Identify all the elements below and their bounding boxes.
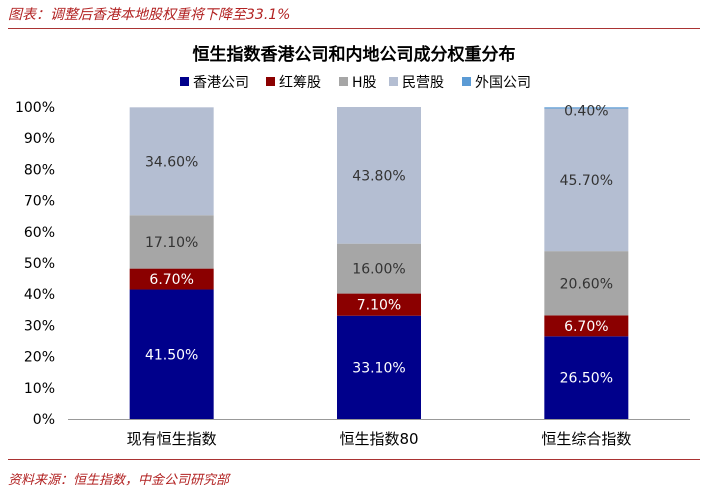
legend-swatch	[389, 77, 398, 86]
y-tick-label: 60%	[24, 225, 55, 241]
data-label: 20.60%	[560, 276, 613, 292]
y-tick-label: 10%	[24, 381, 55, 397]
chart-legend: 香港公司 红筹股 H股 民营股 外国公司	[180, 74, 531, 91]
bar-segment	[129, 289, 214, 419]
data-label: 41.50%	[145, 347, 198, 363]
bar-segment	[337, 243, 421, 294]
y-tick-label: 100%	[15, 100, 55, 116]
data-label: 6.70%	[564, 319, 608, 335]
y-tick-label: 30%	[24, 318, 55, 334]
stacked-bar-chart: 恒生指数香港公司和内地公司成分权重分布 香港公司 红筹股 H股 民营股 外国公司 0% 1…	[15, 44, 690, 448]
legend-swatch	[266, 77, 275, 86]
bar-segment	[129, 107, 214, 216]
y-tick-label: 50%	[24, 256, 55, 272]
data-label: 0.40%	[564, 103, 608, 119]
data-label: 33.10%	[352, 360, 405, 376]
source-note: 资料来源：恒生指数，中金公司研究部	[8, 473, 230, 488]
bar-segment	[544, 336, 629, 419]
figure-caption: 图表：调整后香港本地股权重将下降至33.1%	[8, 7, 291, 23]
data-label: 6.70%	[149, 272, 193, 288]
x-category-label: 现有恒生指数	[127, 430, 217, 448]
y-tick-label: 80%	[24, 162, 55, 178]
legend-label: 香港公司	[193, 75, 249, 91]
bar-segment	[129, 215, 214, 269]
data-label: 26.50%	[560, 371, 613, 387]
chart-title: 恒生指数香港公司和内地公司成分权重分布	[193, 44, 516, 65]
legend-swatch	[339, 77, 348, 86]
bar-segment	[337, 293, 421, 316]
y-tick-label: 90%	[24, 131, 55, 147]
data-label: 43.80%	[352, 168, 405, 184]
y-tick-label: 70%	[24, 194, 55, 210]
bar-segment	[337, 315, 421, 419]
y-tick-label: 20%	[24, 350, 55, 366]
bar-segment	[544, 251, 629, 316]
data-label: 17.10%	[145, 235, 198, 251]
bar-segment	[544, 315, 629, 337]
data-label: 16.00%	[352, 262, 405, 278]
bars: 41.50% 6.70% 17.10% 34.60% 33.10% 7.10% 16.00%…	[129, 103, 629, 419]
legend-swatch	[180, 77, 189, 86]
x-category-label: 恒生综合指数	[541, 430, 631, 448]
bar-segment	[544, 107, 629, 109]
legend-label: 红筹股	[279, 74, 321, 91]
bar-segment	[544, 108, 629, 252]
legend-swatch	[462, 77, 471, 86]
bar-segment	[129, 268, 214, 290]
data-label: 7.10%	[357, 298, 401, 314]
x-axis: 现有恒生指数 恒生指数80 恒生综合指数	[68, 419, 690, 448]
legend-label: H股	[352, 75, 377, 91]
data-label: 45.70%	[560, 173, 613, 189]
source-rule	[8, 459, 700, 460]
data-label: 34.60%	[145, 154, 198, 170]
x-category-label: 恒生指数80	[339, 430, 418, 448]
y-tick-label: 40%	[24, 287, 55, 303]
caption-rule	[8, 28, 700, 29]
legend-label: 民营股	[402, 75, 444, 91]
y-tick-label: 0%	[33, 412, 55, 428]
legend-label: 外国公司	[475, 75, 531, 91]
y-axis: 0% 10% 20% 30% 40% 50% 60% 70% 80% 90% 100%	[15, 100, 55, 428]
bar-segment	[337, 107, 421, 244]
